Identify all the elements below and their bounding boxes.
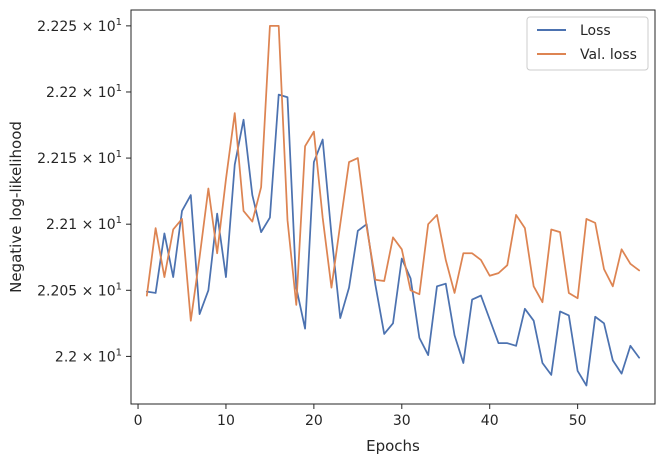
y-tick-label: 2.21 × 101 [46,215,122,233]
y-axis-label: Negative log-likelihood [7,121,25,293]
y-tick-label: 2.205 × 101 [37,281,122,299]
x-axis-label: Epochs [366,437,420,455]
x-tick-label: 20 [305,413,323,429]
series-line-val-loss [145,24,641,322]
x-axis-ticks: 0 10 20 30 40 50 [134,404,587,429]
y-tick-label: 2.22 × 101 [46,83,122,101]
series-line-loss [145,93,641,387]
x-tick-label: 0 [134,413,143,429]
legend: Loss Val. loss [526,16,649,71]
x-tick-label: 10 [217,413,235,429]
axes-frame [130,9,656,405]
legend-label-loss: Loss [580,23,611,39]
y-tick-label: 2.225 × 101 [37,17,122,35]
y-tick-label: 2.2 × 101 [55,347,122,365]
x-tick-label: 30 [393,413,411,429]
series-layer [145,24,641,387]
y-tick-label: 2.215 × 101 [37,149,122,167]
x-tick-label: 40 [481,413,499,429]
x-tick-label: 50 [569,413,587,429]
y-axis-ticks: 2.2 × 101 2.205 × 101 2.21 × 101 2.215 × 10… [37,17,131,365]
legend-label-val-loss: Val. loss [580,47,637,63]
